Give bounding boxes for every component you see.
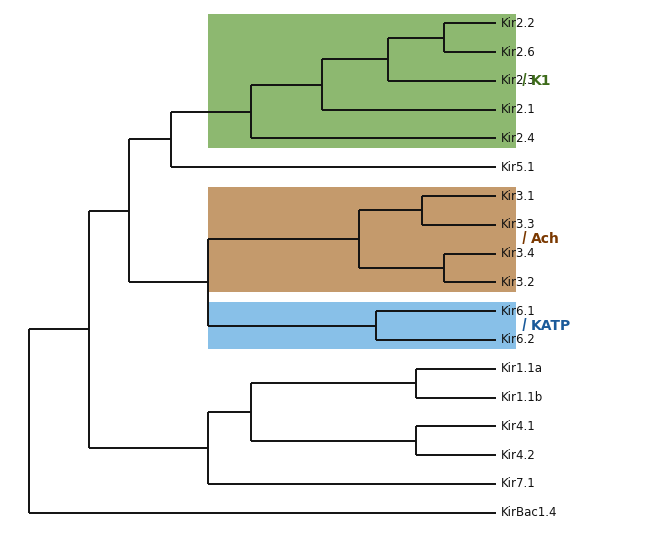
Text: Kir3.4: Kir3.4 bbox=[501, 247, 536, 260]
Text: Kir1.1a: Kir1.1a bbox=[501, 362, 543, 375]
Text: $I$: $I$ bbox=[521, 230, 528, 248]
Text: Kir6.2: Kir6.2 bbox=[501, 333, 536, 346]
Text: Kir3.3: Kir3.3 bbox=[501, 218, 536, 232]
Text: Kir1.1b: Kir1.1b bbox=[501, 391, 543, 404]
Text: Kir3.1: Kir3.1 bbox=[501, 190, 536, 203]
Text: $I$: $I$ bbox=[521, 72, 528, 90]
Text: KirBac1.4: KirBac1.4 bbox=[501, 506, 558, 519]
Text: Kir4.1: Kir4.1 bbox=[501, 420, 536, 433]
Text: Kir3.2: Kir3.2 bbox=[501, 276, 536, 289]
Text: Kir2.3: Kir2.3 bbox=[501, 75, 536, 87]
Text: Kir7.1: Kir7.1 bbox=[501, 478, 536, 490]
Text: Kir2.2: Kir2.2 bbox=[501, 17, 536, 30]
Text: Kir5.1: Kir5.1 bbox=[501, 161, 536, 174]
Text: $I$: $I$ bbox=[521, 317, 528, 334]
Text: Kir2.4: Kir2.4 bbox=[501, 132, 536, 145]
Text: Ach: Ach bbox=[531, 232, 560, 246]
Text: Kir6.1: Kir6.1 bbox=[501, 304, 536, 318]
Bar bbox=[209, 14, 515, 148]
Text: K1: K1 bbox=[531, 74, 551, 88]
Text: Kir2.6: Kir2.6 bbox=[501, 46, 536, 58]
Bar bbox=[209, 302, 515, 349]
Bar bbox=[209, 187, 515, 292]
Text: KATP: KATP bbox=[531, 318, 571, 332]
Text: Kir2.1: Kir2.1 bbox=[501, 103, 536, 116]
Text: Kir4.2: Kir4.2 bbox=[501, 449, 536, 461]
